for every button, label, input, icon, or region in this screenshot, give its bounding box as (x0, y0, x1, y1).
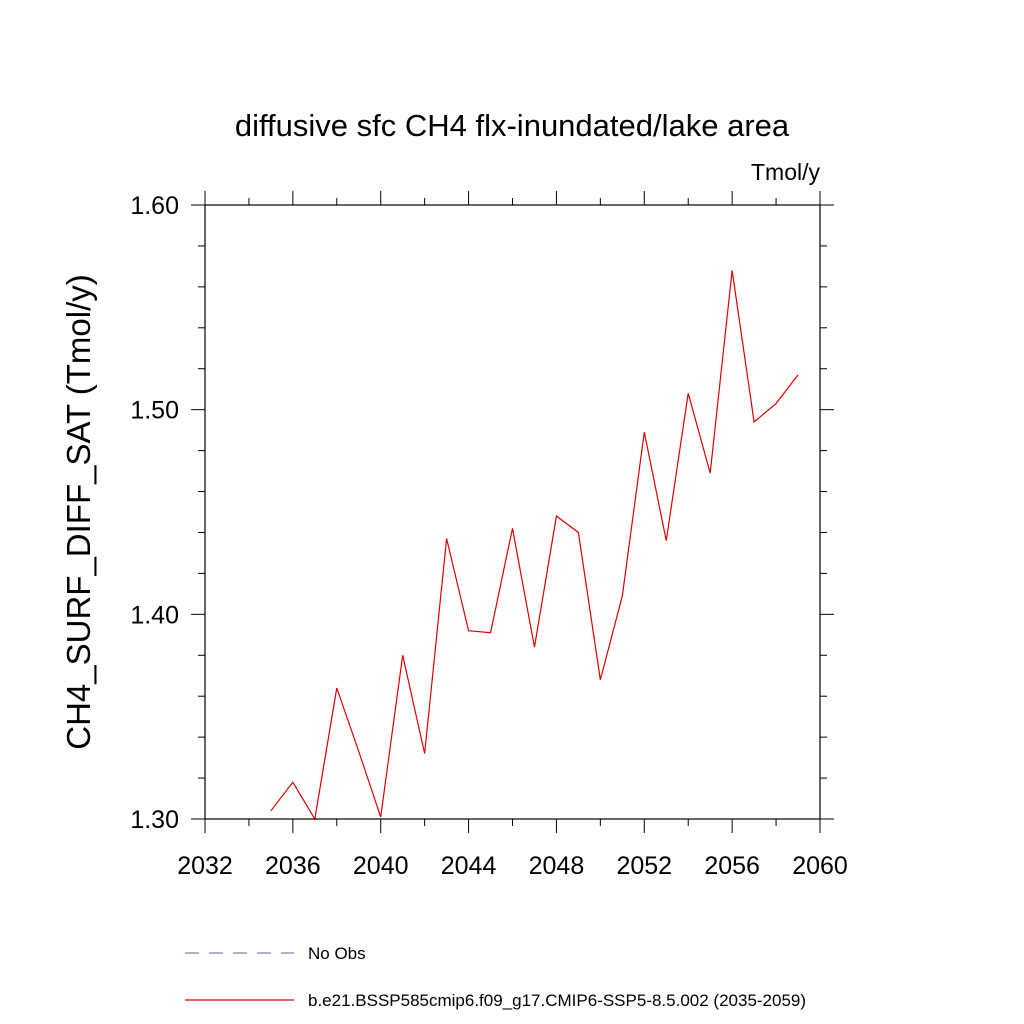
x-tick-label: 2036 (265, 852, 321, 880)
legend: No Obs b.e21.BSSP585cmip6.f09_g17.CMIP6-S… (185, 944, 806, 1010)
x-tick-label: 2044 (441, 852, 497, 880)
y-tick-label: 1.50 (130, 397, 179, 425)
x-tick-label: 2032 (177, 852, 233, 880)
plot-frame (204, 204, 821, 820)
x-tick-label: 2056 (704, 852, 760, 880)
x-tick-label: 2052 (616, 852, 672, 880)
units-label: Tmol/y (751, 159, 821, 185)
y-tick-label: 1.60 (130, 192, 179, 220)
series-lines (270, 270, 799, 821)
y-tick-label: 1.40 (130, 601, 179, 629)
series-line (270, 270, 799, 821)
axis-ticks: 2032 2036 2040 2044 2048 2052 2056 2060 1.30 1.40… (130, 191, 848, 880)
y-axis-title: CH4_SURF_DIFF_SAT (Tmol/y) (60, 274, 97, 750)
legend-label: No Obs (308, 944, 366, 963)
x-tick-label: 2048 (529, 852, 585, 880)
legend-label: b.e21.BSSP585cmip6.f09_g17.CMIP6-SSP5-8.… (308, 991, 806, 1010)
chart-title: diffusive sfc CH4 flx-inundated/lake are… (235, 108, 790, 143)
x-tick-label: 2040 (353, 852, 409, 880)
x-tick-label: 2060 (792, 852, 848, 880)
y-tick-label: 1.30 (130, 806, 179, 834)
